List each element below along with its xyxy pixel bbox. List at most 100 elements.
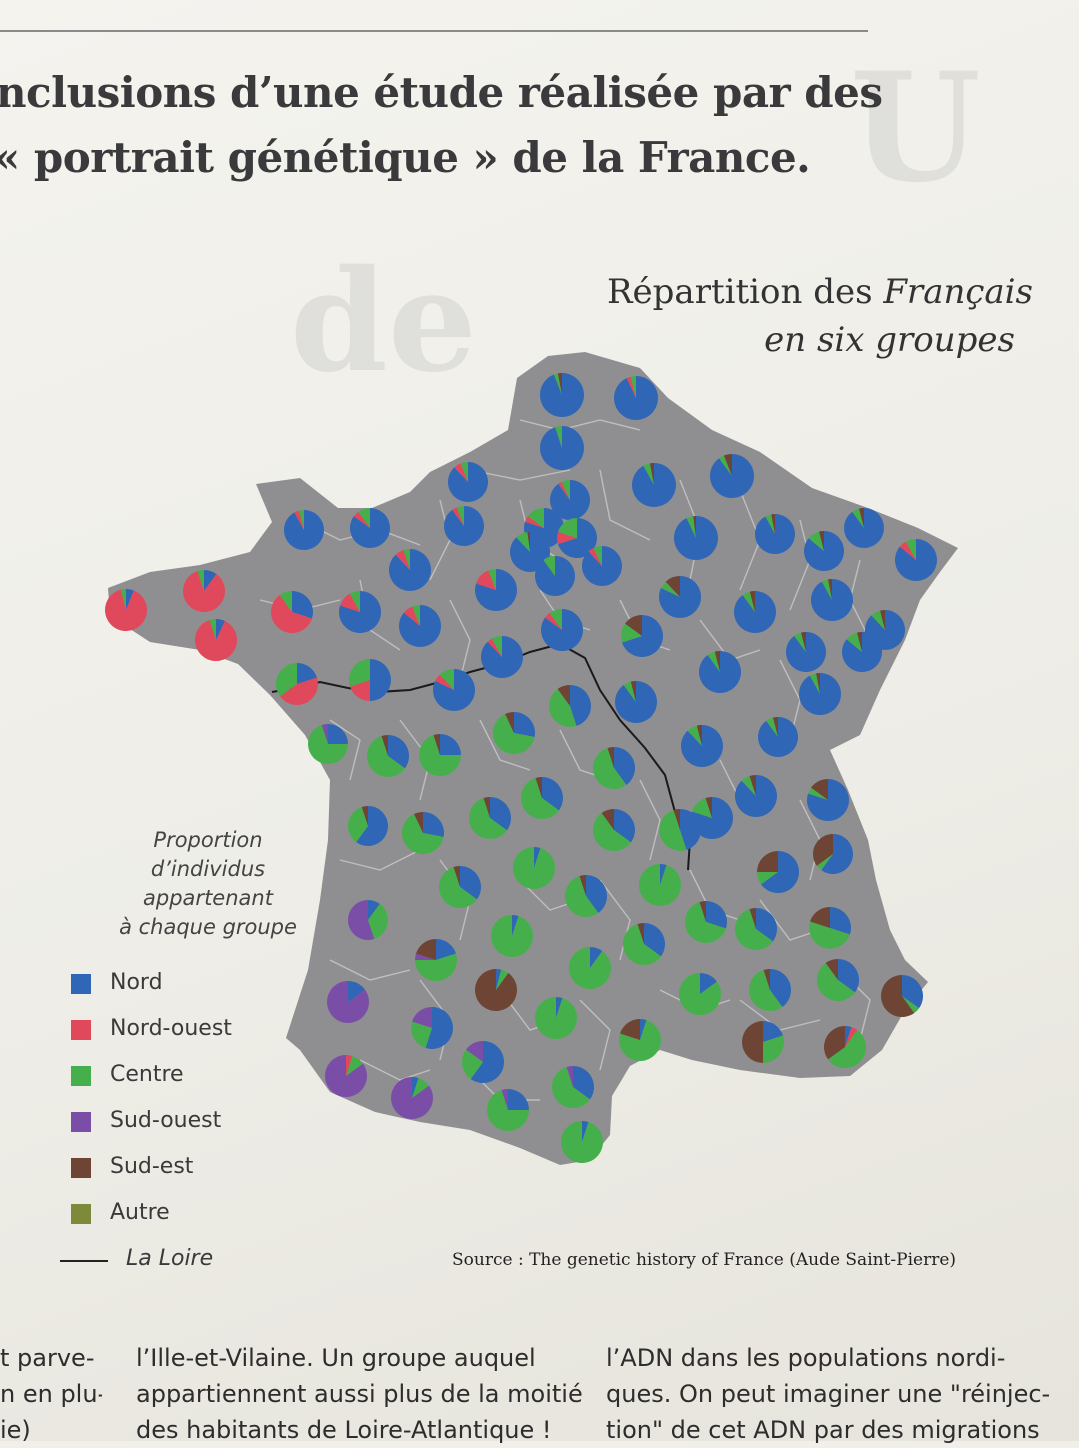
pie-slice-nord-ouest bbox=[845, 1027, 858, 1047]
pie-slice-centre bbox=[551, 1067, 590, 1109]
department-pie bbox=[510, 532, 551, 572]
pie-slice-nord bbox=[756, 908, 777, 942]
pie-slice-centre bbox=[821, 579, 832, 600]
pie-slice-sud-est bbox=[505, 712, 514, 733]
legend-item-centre: Centre bbox=[60, 1062, 320, 1110]
department-pie bbox=[638, 864, 681, 906]
map-title-line-2: en six groupes bbox=[764, 320, 1015, 360]
pie-slice-centre bbox=[419, 735, 461, 777]
department-pie bbox=[551, 1066, 594, 1109]
department-pie bbox=[841, 632, 882, 672]
pie-slice-nord bbox=[126, 589, 134, 610]
department-pie bbox=[673, 515, 718, 561]
legend-item-sud-ouest: Sud-ouest bbox=[60, 1108, 320, 1156]
pie-slice-centre bbox=[460, 462, 468, 482]
pie-slice-centre bbox=[684, 902, 726, 944]
department-border bbox=[519, 419, 641, 431]
pie-slice-sud-ouest bbox=[324, 1055, 367, 1098]
department-pie bbox=[843, 508, 884, 548]
pie-slice-nord bbox=[709, 454, 754, 499]
department-pie bbox=[812, 834, 853, 875]
pie-slice-sud-ouest bbox=[412, 1007, 432, 1028]
department-border bbox=[479, 719, 531, 771]
department-pie bbox=[549, 480, 590, 520]
pie-slice-nord-ouest bbox=[353, 511, 370, 528]
pie-slice-centre bbox=[557, 518, 577, 538]
pie-slice-nord bbox=[680, 725, 723, 767]
department-pie bbox=[592, 809, 635, 852]
department-pie bbox=[734, 775, 777, 817]
department-pie bbox=[757, 717, 798, 758]
pie-slice-sud-est bbox=[714, 651, 720, 672]
pie-slice-nord bbox=[700, 973, 717, 994]
department-pie bbox=[799, 673, 842, 715]
pie-slice-centre bbox=[763, 1035, 784, 1063]
article-line: l’ADN dans les populations nordi- bbox=[606, 1344, 1006, 1372]
pie-slice-sud-est bbox=[828, 579, 832, 600]
pie-slice-centre bbox=[734, 909, 773, 951]
pie-slice-centre bbox=[808, 787, 828, 800]
department-pie bbox=[539, 373, 584, 418]
pie-slice-centre bbox=[276, 663, 297, 697]
france-land bbox=[108, 352, 958, 1165]
pie-slice-sud-est bbox=[749, 908, 756, 929]
department-pie bbox=[592, 747, 635, 790]
pie-slice-centre bbox=[456, 506, 464, 526]
pie-slice-centre bbox=[816, 963, 855, 1002]
pie-slice-nord-ouest bbox=[452, 507, 464, 526]
pie-slice-nord-ouest bbox=[524, 516, 544, 528]
pie-slice-nord bbox=[370, 659, 391, 701]
pie-slice-nord bbox=[573, 1066, 594, 1100]
pie-slice-sud-est bbox=[749, 775, 756, 796]
pie-slice-centre bbox=[411, 1021, 432, 1048]
pie-slice-sud-est bbox=[649, 463, 654, 485]
pie-slice-nord bbox=[830, 907, 851, 935]
pie-slice-nord bbox=[297, 663, 317, 684]
pie-slice-nord-ouest bbox=[294, 510, 304, 530]
pie-slice-sud-est bbox=[433, 734, 440, 755]
pie-slice-sud-ouest bbox=[347, 900, 375, 940]
pie-slice-centre bbox=[661, 581, 680, 597]
pie-slice-sud-est bbox=[825, 959, 838, 980]
pie-slice-centre bbox=[765, 514, 775, 534]
legend-label: Nord-ouest bbox=[110, 1016, 232, 1041]
pie-slice-centre bbox=[120, 589, 126, 610]
pie-slice-sud-est bbox=[453, 866, 460, 887]
pie-slice-sud-ouest bbox=[326, 981, 369, 1024]
pie-slice-nord bbox=[622, 615, 664, 657]
pie-slice-centre bbox=[491, 636, 502, 657]
pie-slice-nord-ouest bbox=[487, 638, 502, 657]
pie-slice-centre bbox=[719, 455, 732, 476]
department-pie bbox=[613, 376, 658, 420]
pie-slice-sud-ouest bbox=[415, 953, 436, 960]
pie-slice-centre bbox=[487, 1090, 529, 1132]
article-column-3: l’ADN dans les populations nordi- ques. … bbox=[606, 1340, 1050, 1448]
pie-slice-centre bbox=[279, 591, 292, 612]
department-pie bbox=[807, 779, 850, 821]
pie-slice-sud-est bbox=[723, 454, 732, 476]
pie-slice-centre bbox=[630, 376, 636, 398]
pie-slice-centre bbox=[846, 632, 862, 652]
pie-slice-nord bbox=[368, 900, 380, 920]
department-pie bbox=[816, 959, 859, 1002]
department-pie bbox=[534, 556, 575, 596]
pie-slice-nord-ouest bbox=[899, 541, 916, 560]
pie-slice-nord-ouest bbox=[626, 376, 636, 398]
pie-slice-centre bbox=[439, 668, 454, 690]
department-pie bbox=[480, 636, 523, 679]
pie-slice-sud-est bbox=[857, 632, 862, 652]
pie-slice-centre bbox=[808, 531, 824, 551]
department-pies bbox=[105, 373, 937, 1164]
department-border bbox=[329, 959, 411, 981]
pie-slice-centre bbox=[686, 516, 696, 538]
pie-slice-centre bbox=[555, 426, 562, 448]
pie-slice-sud-est bbox=[801, 632, 806, 652]
pie-slice-centre bbox=[748, 970, 783, 1012]
pie-slice-nord bbox=[216, 619, 225, 640]
department-pie bbox=[347, 900, 389, 940]
pie-slice-sud-est bbox=[773, 717, 778, 737]
article-headline-line-1: nclusions d’une étude réalisée par des bbox=[0, 68, 883, 117]
department-pie bbox=[474, 969, 517, 1011]
pie-slice-nord bbox=[613, 376, 658, 420]
pie-slice-sud-est bbox=[819, 531, 824, 551]
